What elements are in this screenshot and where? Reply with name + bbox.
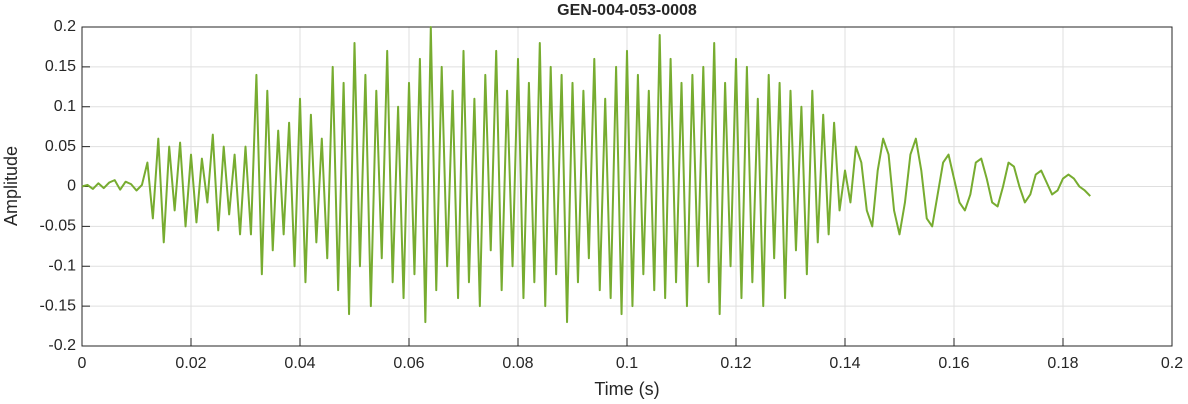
waveform-line [81, 26, 1091, 324]
x-tick-label: 0.08 [502, 355, 533, 372]
x-tick-label: 0.16 [938, 355, 969, 372]
x-tick-label: 0 [78, 355, 87, 372]
y-tick-label: -0.05 [40, 218, 77, 235]
x-tick-label: 0.04 [284, 355, 315, 372]
y-tick-label: -0.15 [40, 297, 77, 314]
x-tick-label: 0.02 [175, 355, 206, 372]
x-tick-label: 0.12 [720, 355, 751, 372]
chart-title: GEN-004-053-0008 [557, 2, 697, 19]
x-tick-label: 0.2 [1161, 355, 1183, 372]
x-tick-label: 0.14 [829, 355, 860, 372]
y-tick-label: -0.1 [48, 257, 76, 274]
y-tick-label: 0.15 [45, 58, 76, 75]
y-tick-label: 0.05 [45, 138, 76, 155]
y-tick-label: 0.2 [54, 18, 76, 35]
y-tick-label: 0.1 [54, 98, 76, 115]
x-tick-label: 0.06 [393, 355, 424, 372]
y-axis-label: Amplitude [1, 146, 21, 226]
x-axis-label: Time (s) [594, 379, 659, 399]
y-tick-label: -0.2 [48, 337, 76, 354]
x-tick-label: 0.18 [1047, 355, 1078, 372]
y-tick-label: 0 [67, 178, 76, 195]
x-tick-label: 0.1 [616, 355, 638, 372]
